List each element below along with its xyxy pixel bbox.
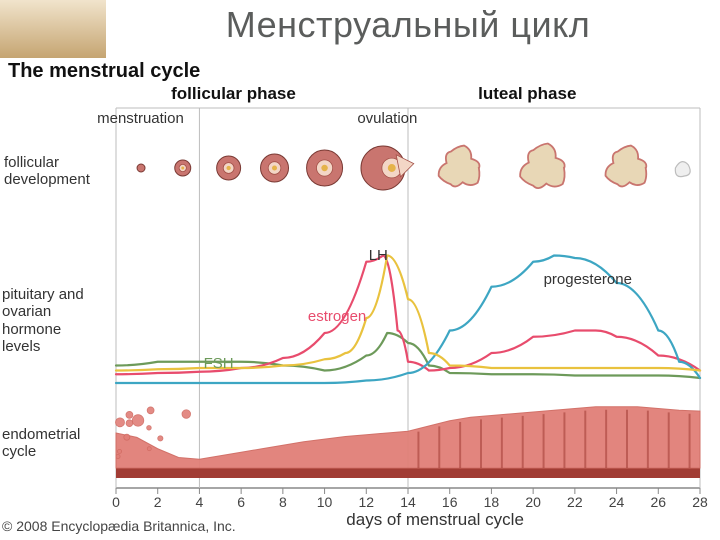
xtick-24: 24 — [605, 494, 629, 510]
label-follicular-phase: follicular phase — [171, 84, 296, 104]
title-band — [0, 0, 106, 62]
xtick-16: 16 — [438, 494, 462, 510]
x-axis-title: days of menstrual cycle — [346, 510, 524, 530]
label-estrogen: estrogen — [308, 308, 366, 325]
xtick-14: 14 — [396, 494, 420, 510]
xtick-10: 10 — [313, 494, 337, 510]
label-progesterone: progesterone — [544, 271, 632, 288]
xtick-28: 28 — [688, 494, 712, 510]
row-label-endometrial: endometrial cycle — [2, 426, 80, 461]
xtick-26: 26 — [646, 494, 670, 510]
label-menstruation: menstruation — [97, 110, 184, 127]
label-ovulation: ovulation — [357, 110, 417, 127]
xtick-20: 20 — [521, 494, 545, 510]
xtick-2: 2 — [146, 494, 170, 510]
xtick-6: 6 — [229, 494, 253, 510]
xtick-4: 4 — [187, 494, 211, 510]
xtick-12: 12 — [354, 494, 378, 510]
label-luteal-phase: luteal phase — [478, 84, 576, 104]
chart-svg — [0, 58, 720, 540]
figure: The menstrual cyclefollicular phase lutea… — [0, 58, 720, 540]
xtick-22: 22 — [563, 494, 587, 510]
figure-title: The menstrual cycle — [8, 60, 200, 83]
page-title: Менструальный цикл — [108, 4, 708, 46]
xtick-8: 8 — [271, 494, 295, 510]
copyright: © 2008 Encyclopædia Britannica, Inc. — [2, 518, 236, 534]
row-label-hormone: pituitary and ovarian hormone levels — [2, 286, 84, 355]
row-label-follicular: follicular development — [4, 154, 90, 189]
xtick-18: 18 — [479, 494, 503, 510]
label-fsh: FSH — [204, 355, 234, 372]
xtick-0: 0 — [104, 494, 128, 510]
label-lh: LH — [369, 247, 388, 264]
